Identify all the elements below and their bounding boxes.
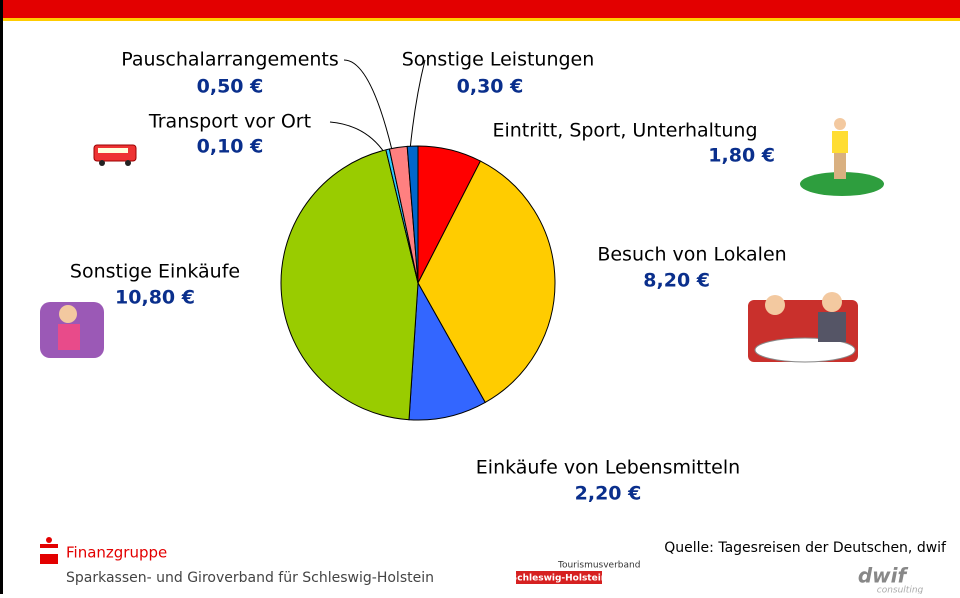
value-label: 0,50 €: [197, 76, 264, 98]
value-label: 0,10 €: [197, 136, 264, 158]
value-label: 2,20 €: [575, 483, 642, 505]
header-stripe: [0, 18, 960, 21]
logo-text: Schleswig-Holstein: [511, 574, 607, 584]
brand: Finanzgruppe: [66, 544, 167, 562]
slide: Finanzgruppe Sparkassen- und Giroverband…: [0, 0, 960, 594]
slice-label: Sonstige Einkäufe: [70, 261, 240, 283]
leader-line: [330, 122, 384, 152]
slice-label: Einkäufe von Lebensmitteln: [476, 457, 740, 479]
slice-label: Besuch von Lokalen: [597, 244, 786, 266]
leader-line: [344, 60, 392, 150]
clipart-golfer: [800, 118, 884, 196]
sparkasse-logo: [40, 554, 58, 564]
value-label: 0,30 €: [457, 76, 524, 98]
clipart-bus: [94, 145, 136, 166]
clipart-shopper: [40, 302, 104, 358]
value-label: 1,80 €: [708, 145, 775, 167]
value-label: 8,20 €: [643, 270, 710, 292]
value-label: 10,80 €: [115, 287, 195, 309]
organisation: Sparkassen- und Giroverband für Schleswi…: [66, 570, 434, 586]
source: Quelle: Tagesreisen der Deutschen, dwif: [664, 540, 947, 556]
slice-label: Sonstige Leistungen: [402, 49, 595, 71]
slice-label: Pauschalarrangements: [121, 49, 339, 71]
sparkasse-logo: [46, 537, 52, 543]
logo-text: Tourismusverband: [557, 561, 640, 571]
header-bar: [0, 0, 960, 20]
leader-line: [410, 60, 425, 150]
sparkasse-logo: [40, 544, 58, 548]
clipart-restaurant: [748, 292, 858, 362]
slice-label: Eintritt, Sport, Unterhaltung: [492, 120, 757, 142]
logo-dwif: dwif: [858, 564, 909, 588]
leader-lines: [330, 60, 425, 152]
page: {"chart_data": {"type": "pie", "categori…: [0, 0, 960, 594]
logo-dwif-sub: consulting: [877, 586, 924, 595]
slice-label: Transport vor Ort: [148, 111, 311, 133]
footer: Finanzgruppe Sparkassen- und Giroverband…: [40, 537, 947, 594]
